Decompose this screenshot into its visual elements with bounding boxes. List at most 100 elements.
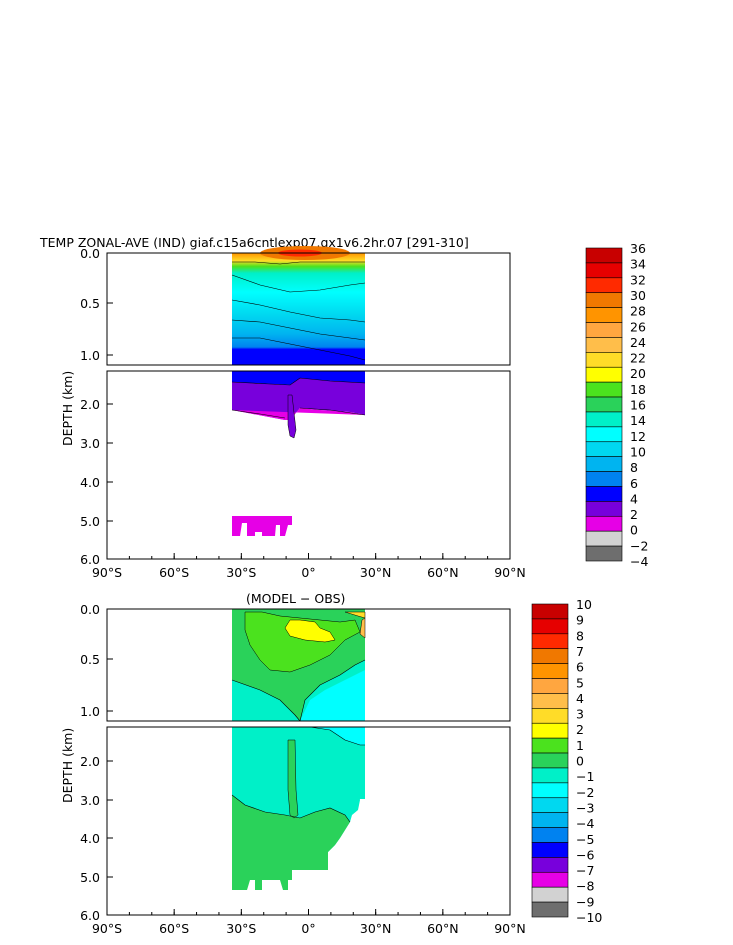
model-minus-obs-chart: (MODEL − OBS) 90°S 60°S 30°S 0° 30°N 60°N 9 0 bbox=[60, 591, 602, 936]
colorbar-label: 10 bbox=[576, 597, 592, 612]
chart1-x-tick-labels: 90°S 60°S 30°S 0° 30°N 60°N 90°N bbox=[92, 565, 526, 580]
x-tick-label: 90°N bbox=[494, 921, 526, 936]
colorbar-swatch bbox=[585, 530, 623, 547]
colorbar-label: −10 bbox=[576, 910, 602, 925]
colorbar-label: 7 bbox=[576, 644, 584, 659]
colorbar-swatch bbox=[531, 767, 569, 784]
colorbar-swatch bbox=[585, 366, 623, 383]
x-tick-label: 90°S bbox=[92, 565, 122, 580]
colorbar-swatch bbox=[585, 411, 623, 428]
chart1-ylabel: DEPTH (km) bbox=[60, 371, 75, 446]
colorbar-label: 20 bbox=[630, 366, 646, 381]
colorbar-swatch bbox=[585, 337, 623, 353]
colorbar-swatch bbox=[585, 486, 623, 502]
y-tick-label: 4.0 bbox=[80, 475, 100, 490]
y-tick-label: 1.0 bbox=[80, 348, 100, 363]
chart2-x-tick-labels: 90°S 60°S 30°S 0° 30°N 60°N 90°N bbox=[92, 921, 526, 936]
colorbar-swatch bbox=[585, 456, 623, 472]
colorbar-label: 2 bbox=[576, 722, 584, 737]
colorbar-swatch bbox=[531, 603, 569, 620]
x-tick-label: 60°N bbox=[427, 921, 459, 936]
chart1-lower-field bbox=[231, 371, 366, 536]
y-tick-label: 0.0 bbox=[80, 246, 100, 261]
y-tick-label: 3.0 bbox=[80, 436, 100, 451]
colorbar-swatch bbox=[585, 381, 623, 398]
colorbar-swatch bbox=[585, 441, 623, 457]
chart1-upper-frame bbox=[106, 252, 511, 366]
colorbar-label: 28 bbox=[630, 304, 646, 319]
colorbar-swatch bbox=[585, 545, 623, 562]
x-tick-label: 0° bbox=[301, 921, 315, 936]
colorbar-swatch bbox=[531, 886, 569, 903]
colorbar-label: 30 bbox=[630, 288, 646, 303]
colorbar-label: 1 bbox=[576, 738, 584, 753]
colorbar-swatch bbox=[531, 633, 569, 650]
colorbar-swatch bbox=[531, 857, 569, 873]
colorbar-swatch bbox=[531, 693, 569, 709]
y-tick-label: 0.0 bbox=[80, 602, 100, 617]
y-tick-label: 2.0 bbox=[80, 754, 100, 769]
colorbar-label: 9 bbox=[576, 613, 584, 628]
colorbar-label: −9 bbox=[576, 894, 594, 909]
chart1-y-tick-labels: 0.0 0.5 1.0 2.0 3.0 4.0 5.0 6.0 bbox=[80, 246, 100, 567]
chart1-title: TEMP ZONAL-AVE (IND) giaf.c15a6cntlexp07… bbox=[39, 235, 469, 250]
colorbar-label: −3 bbox=[576, 800, 594, 815]
colorbar-label: 10 bbox=[630, 444, 646, 459]
colorbar-swatch bbox=[585, 277, 623, 294]
colorbar-label: 36 bbox=[630, 241, 646, 256]
chart1-ticks bbox=[106, 252, 511, 560]
colorbar-label: 34 bbox=[630, 257, 646, 272]
colorbar-label: −2 bbox=[576, 785, 594, 800]
colorbar-label: 2 bbox=[630, 507, 638, 522]
colorbar-swatch bbox=[531, 708, 569, 724]
colorbar-swatch bbox=[585, 471, 623, 487]
colorbar-label: 14 bbox=[630, 413, 646, 428]
colorbar-swatch bbox=[531, 782, 569, 799]
colorbar-swatch bbox=[585, 352, 623, 368]
colorbar-swatch bbox=[531, 648, 569, 664]
colorbar-swatch bbox=[531, 663, 569, 679]
x-tick-label: 30°S bbox=[226, 565, 256, 580]
y-tick-label: 5.0 bbox=[80, 514, 100, 529]
colorbar-swatch bbox=[585, 262, 623, 279]
y-tick-label: 4.0 bbox=[80, 831, 100, 846]
y-tick-label: 6.0 bbox=[80, 552, 100, 567]
colorbar-label: 8 bbox=[576, 628, 584, 643]
colorbar-label: −4 bbox=[630, 554, 648, 569]
chart2-upper-frame bbox=[106, 608, 511, 722]
x-tick-label: 0° bbox=[301, 565, 315, 580]
chart1-upper-field bbox=[231, 246, 366, 365]
colorbar-label: 24 bbox=[630, 335, 646, 350]
colorbar-label: 4 bbox=[576, 691, 584, 706]
colorbar-swatch bbox=[585, 247, 623, 264]
colorbar-label: −1 bbox=[576, 769, 594, 784]
chart2-ticks bbox=[106, 608, 511, 916]
colorbar-label: 8 bbox=[630, 460, 638, 475]
colorbar-swatch bbox=[585, 501, 623, 517]
colorbar-label: −5 bbox=[576, 832, 594, 847]
colorbar-label: 4 bbox=[630, 491, 638, 506]
colorbar-swatch bbox=[585, 396, 623, 413]
chart2-y-tick-labels: 0.0 0.5 1.0 2.0 3.0 4.0 5.0 6.0 bbox=[80, 602, 100, 923]
colorbar-label: 22 bbox=[630, 351, 646, 366]
colorbar-swatch bbox=[531, 827, 569, 843]
colorbar-label: −8 bbox=[576, 879, 594, 894]
colorbar-label: 0 bbox=[630, 523, 638, 538]
y-tick-label: 5.0 bbox=[80, 870, 100, 885]
colorbar-swatch bbox=[531, 737, 569, 754]
colorbar-swatch bbox=[585, 322, 623, 338]
colorbar-swatch bbox=[531, 722, 569, 739]
colorbar-label: 32 bbox=[630, 272, 646, 287]
chart2-lower-field bbox=[231, 726, 365, 890]
colorbar-label: −2 bbox=[630, 538, 648, 553]
x-tick-label: 30°S bbox=[226, 921, 256, 936]
x-tick-label: 90°S bbox=[92, 921, 122, 936]
x-tick-label: 90°N bbox=[494, 565, 526, 580]
colorbar-label: 6 bbox=[576, 660, 584, 675]
x-tick-label: 60°N bbox=[427, 565, 459, 580]
y-tick-label: 0.5 bbox=[80, 296, 100, 311]
colorbar-label: 12 bbox=[630, 429, 646, 444]
colorbar-label: 3 bbox=[576, 707, 584, 722]
